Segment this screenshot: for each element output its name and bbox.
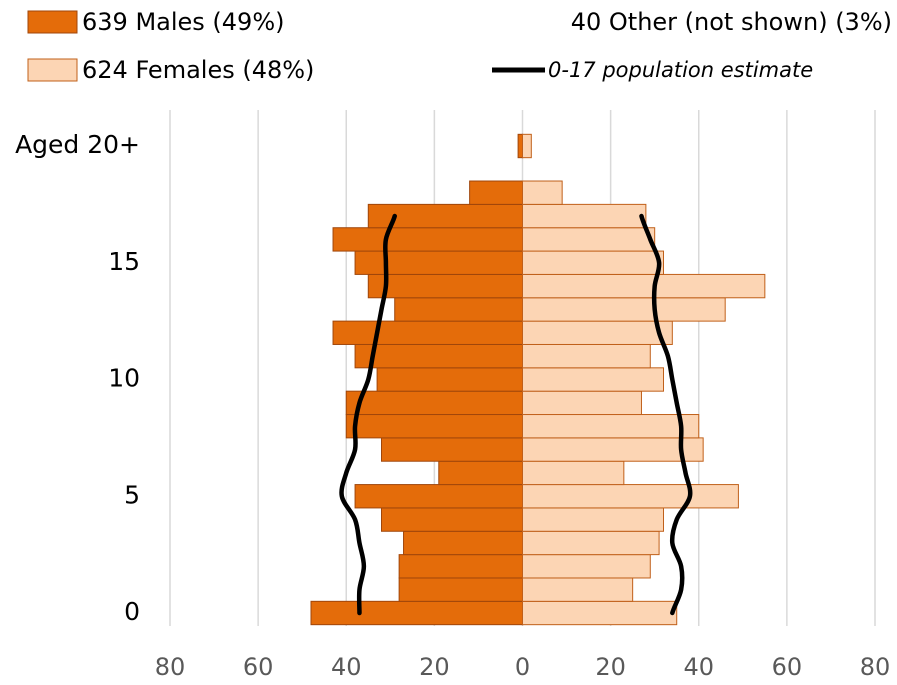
bar bbox=[394, 297, 523, 322]
bar bbox=[332, 320, 523, 345]
x-tick-label: 60 bbox=[243, 653, 274, 681]
bar bbox=[332, 227, 523, 252]
legend-males: 639 Males (49%) bbox=[82, 8, 285, 36]
bar bbox=[522, 414, 700, 439]
bar bbox=[522, 367, 664, 392]
bar bbox=[376, 367, 523, 392]
bar bbox=[398, 577, 523, 602]
bar bbox=[517, 133, 523, 159]
bar bbox=[310, 600, 523, 626]
bar bbox=[438, 460, 523, 486]
bar bbox=[381, 507, 523, 532]
bar bbox=[522, 320, 673, 345]
bar bbox=[398, 554, 523, 579]
bar bbox=[381, 437, 523, 462]
y-tick-label: 5 bbox=[124, 480, 140, 509]
legend-swatch-females bbox=[27, 58, 78, 82]
y-tick-label: Aged 20+ bbox=[15, 130, 140, 159]
bar bbox=[522, 577, 634, 602]
x-tick-label: 40 bbox=[683, 653, 714, 681]
bar bbox=[345, 414, 523, 439]
legend-estimate: 0-17 population estimate bbox=[548, 58, 813, 82]
x-tick-label: 20 bbox=[595, 653, 626, 681]
bar bbox=[522, 250, 664, 275]
bar bbox=[522, 227, 656, 252]
other-note: 40 Other (not shown) (3%) bbox=[571, 8, 892, 36]
bar bbox=[354, 484, 523, 509]
bar bbox=[522, 530, 660, 556]
bar bbox=[522, 600, 678, 626]
bar bbox=[522, 273, 766, 299]
bar bbox=[522, 554, 651, 579]
x-tick-label: 0 bbox=[515, 653, 530, 681]
bar bbox=[522, 437, 704, 462]
bar bbox=[522, 343, 651, 369]
legend-females: 624 Females (48%) bbox=[82, 56, 314, 84]
y-tick-label: 0 bbox=[124, 597, 140, 626]
bar bbox=[403, 530, 523, 556]
bar bbox=[367, 273, 523, 299]
bar bbox=[522, 203, 647, 229]
legend-swatch-males bbox=[27, 10, 78, 34]
bar bbox=[522, 297, 726, 322]
x-tick-label: 80 bbox=[860, 653, 891, 681]
x-tick-label: 40 bbox=[331, 653, 362, 681]
estimate-line bbox=[339, 213, 397, 616]
bar bbox=[522, 390, 642, 416]
x-tick-label: 80 bbox=[155, 653, 186, 681]
bar bbox=[522, 507, 664, 532]
bar bbox=[354, 250, 523, 275]
bar bbox=[345, 390, 523, 416]
bar bbox=[522, 460, 625, 486]
bar bbox=[354, 343, 523, 369]
estimate-line bbox=[639, 213, 693, 616]
x-tick-label: 20 bbox=[419, 653, 450, 681]
bar bbox=[522, 133, 532, 159]
x-tick-label: 60 bbox=[772, 653, 803, 681]
bar bbox=[522, 484, 739, 509]
bar bbox=[469, 180, 523, 205]
bar bbox=[522, 180, 563, 205]
y-tick-label: 10 bbox=[108, 364, 140, 393]
y-tick-label: 15 bbox=[108, 247, 140, 276]
